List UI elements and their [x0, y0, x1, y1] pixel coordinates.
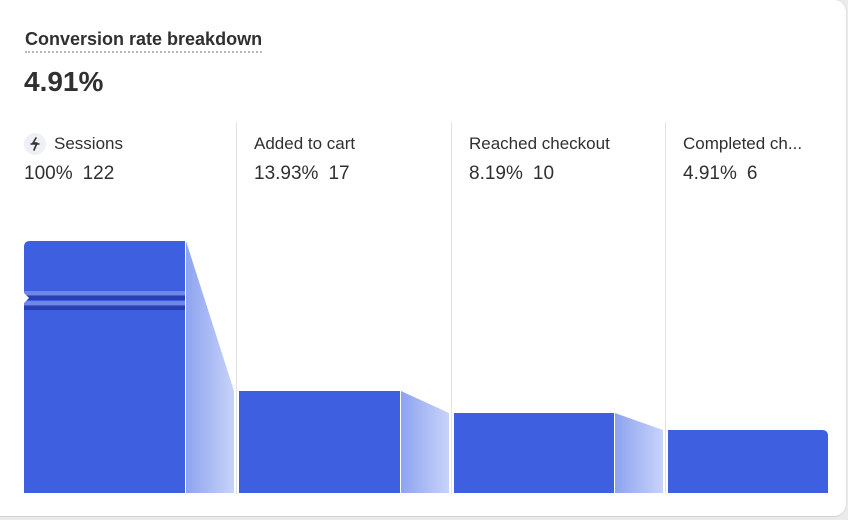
step-label: Reached checkout [469, 134, 610, 153]
divider [451, 122, 452, 494]
step-percent: 8.19% [469, 163, 523, 184]
step-label: Sessions [54, 134, 123, 153]
funnel-bar-sessions [24, 241, 185, 493]
funnel-connector [186, 241, 234, 493]
step-count: 17 [328, 163, 350, 184]
funnel-bar-added-to-cart [239, 391, 400, 493]
funnel-connector [615, 413, 663, 493]
step-count: 122 [82, 163, 115, 184]
funnel-step-reached-checkout: Reached checkout 8.19% 10 [469, 133, 610, 185]
funnel-connector [401, 391, 449, 493]
sessions-funnel-icon [24, 133, 46, 155]
card-title[interactable]: Conversion rate breakdown [25, 29, 263, 53]
axis-break-indicator [24, 291, 185, 295]
step-percent: 4.91% [683, 163, 737, 184]
funnel-step-completed-checkout: Completed ch... 4.91% 6 [683, 133, 802, 185]
funnel-bar-reached-checkout [454, 413, 614, 493]
conversion-rate-value: 4.91% [24, 66, 104, 97]
axis-break-indicator [24, 301, 185, 305]
step-percent: 100% [24, 163, 73, 184]
divider [236, 122, 237, 494]
step-count: 10 [532, 163, 555, 184]
axis-break-indicator [24, 306, 185, 310]
axis-break-notch [24, 293, 29, 303]
step-count: 6 [746, 163, 758, 184]
axis-break-indicator [24, 296, 185, 300]
funnel-step-sessions: Sessions 100% 122 [24, 133, 123, 185]
step-percent: 13.93% [254, 163, 319, 184]
funnel-step-added-to-cart: Added to cart 13.93% 17 [254, 133, 355, 185]
step-label: Added to cart [254, 134, 356, 153]
divider [665, 122, 666, 494]
step-label: Completed ch... [683, 134, 803, 153]
funnel-bar-completed-checkout [668, 430, 828, 493]
